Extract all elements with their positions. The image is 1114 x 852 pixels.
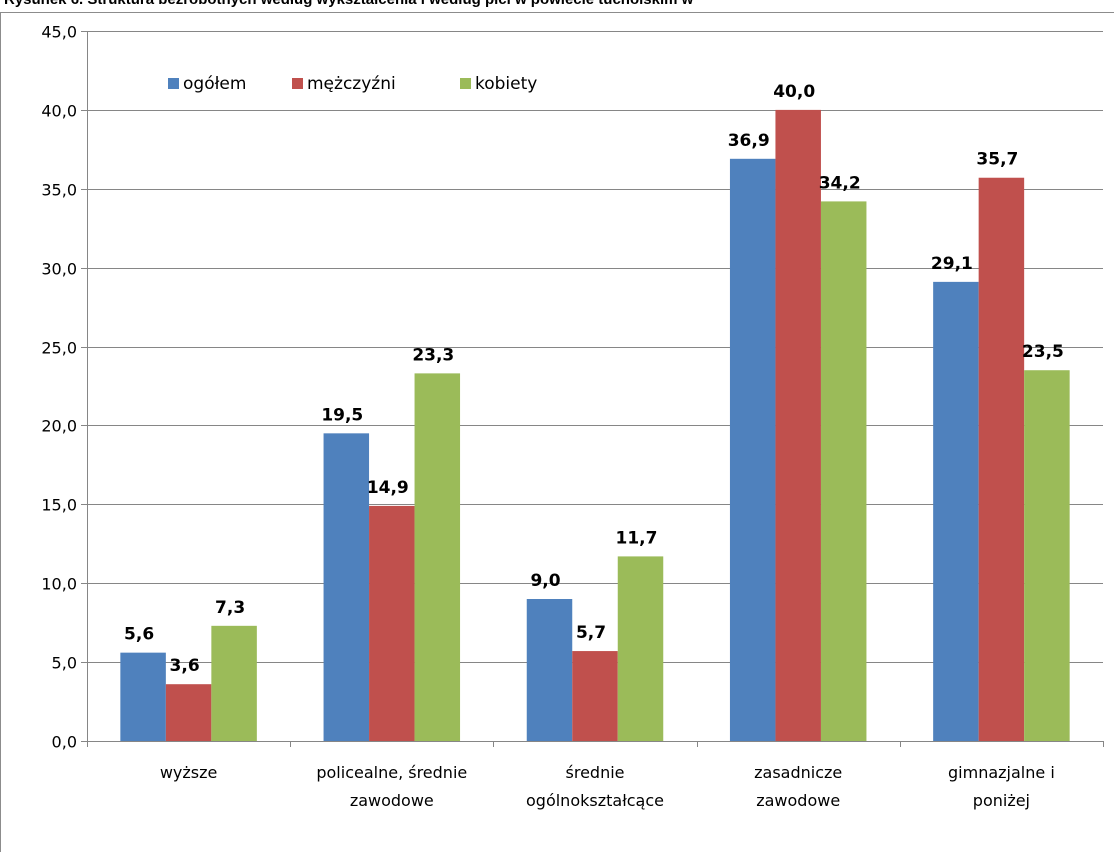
y-tick-label: 40,0 <box>41 102 77 121</box>
legend-swatch <box>168 78 179 89</box>
data-label: 40,0 <box>773 82 815 102</box>
bar-ogółem <box>323 433 370 741</box>
data-label: 9,0 <box>530 571 560 591</box>
data-label: 36,9 <box>728 131 770 151</box>
bar-kobiety <box>617 556 664 741</box>
legend-entry: mężczyźni <box>307 74 396 94</box>
data-label: 7,3 <box>215 598 245 618</box>
category-label: zawodowe <box>350 791 434 810</box>
y-tick-label: 35,0 <box>41 181 77 200</box>
chart-title: Rysunek 6. Struktura bezrobotnych według… <box>4 0 1114 9</box>
data-label: 14,9 <box>367 478 409 498</box>
bar-ogółem <box>729 158 776 742</box>
y-tick-label: 10,0 <box>41 575 77 594</box>
bar-mężczyźni <box>369 505 415 741</box>
y-tick-label: 0,0 <box>52 733 77 752</box>
y-tick-label: 45,0 <box>41 23 77 42</box>
data-label: 34,2 <box>819 173 861 193</box>
category-label: poniżej <box>973 791 1030 810</box>
bar-ogółem <box>526 599 573 741</box>
category-label: gimnazjalne i <box>948 763 1055 782</box>
data-label: 3,6 <box>170 656 200 676</box>
legend-entry: kobiety <box>475 74 537 94</box>
y-tick-label: 30,0 <box>41 260 77 279</box>
y-tick-label: 15,0 <box>41 496 77 515</box>
chart-frame <box>0 12 1114 852</box>
bar-mężczyźni <box>572 651 618 741</box>
bar-kobiety <box>414 373 461 741</box>
bar-kobiety <box>820 201 867 741</box>
data-label: 11,7 <box>616 528 658 548</box>
data-label: 19,5 <box>321 405 363 425</box>
y-tick-label: 5,0 <box>52 654 77 673</box>
data-label: 5,7 <box>576 623 606 643</box>
legend-swatch <box>460 78 471 89</box>
data-label: 23,5 <box>1022 342 1064 362</box>
legend-entry: ogółem <box>183 74 246 94</box>
bar-ogółem <box>120 652 166 741</box>
category-label: zasadnicze <box>754 763 842 782</box>
data-label: 5,6 <box>124 625 154 645</box>
category-label: ogólnokształcące <box>526 791 664 810</box>
data-label: 29,1 <box>931 254 973 274</box>
category-label: policealne, średnie <box>316 763 467 782</box>
bar-mężczyźni <box>775 109 821 741</box>
category-label: średnie <box>566 763 625 782</box>
bar-kobiety <box>1024 370 1070 741</box>
legend-swatch <box>292 78 303 89</box>
bar-kobiety <box>211 625 257 741</box>
bar-mężczyźni <box>165 684 212 741</box>
y-tick-label: 20,0 <box>41 417 77 436</box>
bar-mężczyźni <box>978 177 1025 741</box>
y-tick-label: 25,0 <box>41 339 77 358</box>
data-label: 35,7 <box>976 150 1018 170</box>
data-label: 23,3 <box>412 345 454 365</box>
bar-ogółem <box>933 281 979 741</box>
category-label: wyższe <box>160 763 218 782</box>
category-label: zawodowe <box>756 791 840 810</box>
